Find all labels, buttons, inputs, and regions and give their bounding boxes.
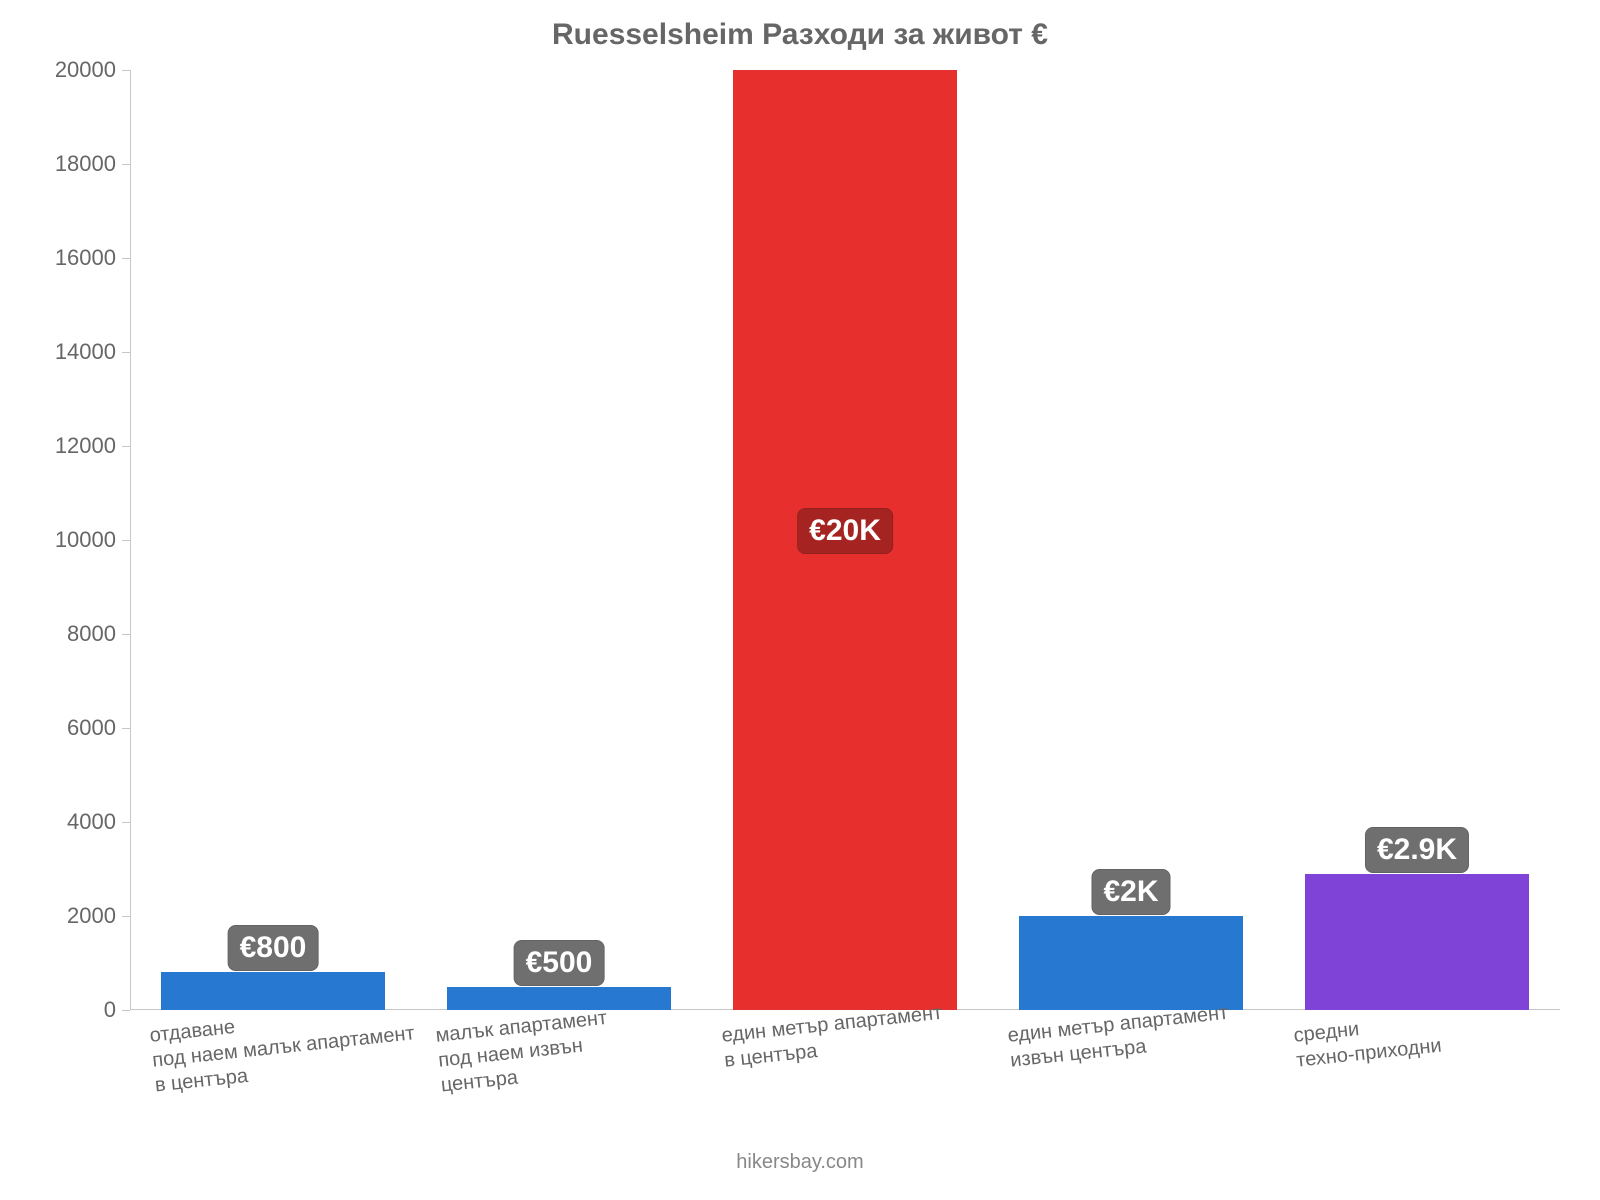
y-tick-label: 6000 [67, 715, 130, 741]
y-tick-label: 20000 [55, 57, 130, 83]
y-tick-label: 14000 [55, 339, 130, 365]
y-tick-label: 4000 [67, 809, 130, 835]
bar-value-label: €2.9K [1365, 827, 1469, 873]
bar [1305, 874, 1528, 1010]
x-category-label: средни техно-приходни [1291, 995, 1443, 1074]
y-tick-label: 18000 [55, 151, 130, 177]
chart-container: Ruesselsheim Разходи за живот € 02000400… [0, 0, 1600, 1200]
y-tick-label: 0 [104, 997, 130, 1023]
y-tick-label: 12000 [55, 433, 130, 459]
y-axis-line [130, 70, 131, 1010]
y-tick-label: 16000 [55, 245, 130, 271]
bar-value-label: €2K [1091, 869, 1170, 915]
chart-source: hikersbay.com [0, 1151, 1600, 1174]
chart-title: Ruesselsheim Разходи за живот € [0, 18, 1600, 52]
y-tick-label: 10000 [55, 527, 130, 553]
bar-value-label: €20K [797, 508, 893, 554]
y-tick-label: 2000 [67, 903, 130, 929]
bar-value-label: €500 [514, 940, 605, 986]
bar-value-label: €800 [228, 925, 319, 971]
plot-area: 0200040006000800010000120001400016000180… [130, 70, 1560, 1010]
y-tick-label: 8000 [67, 621, 130, 647]
x-category-label: малък апартамент под наем извън центъра [433, 992, 614, 1099]
